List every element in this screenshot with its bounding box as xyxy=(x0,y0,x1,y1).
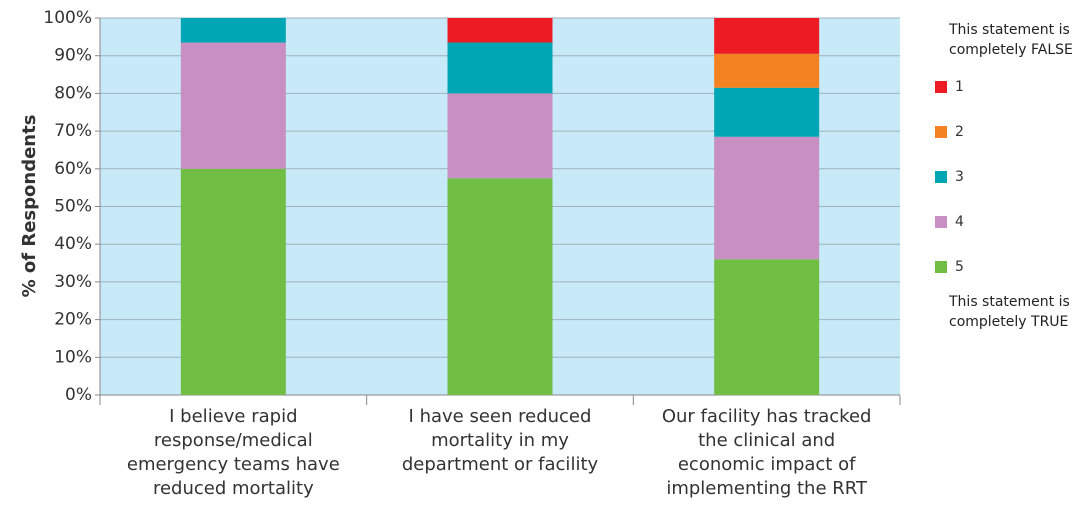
bar-segment xyxy=(714,136,820,260)
y-tick-label: 70% xyxy=(54,121,92,141)
legend-swatch xyxy=(935,216,947,228)
y-tick-label: 100% xyxy=(43,8,92,28)
bar-segment xyxy=(180,18,286,43)
legend-label: 4 xyxy=(955,214,964,230)
legend-label: 1 xyxy=(955,79,964,95)
legend-label: 5 xyxy=(955,259,964,275)
legend-swatch xyxy=(935,81,947,93)
bar-segment xyxy=(180,168,286,395)
legend-top-note: This statement is completely FALSE xyxy=(949,22,1073,58)
bar-segment xyxy=(447,178,553,395)
y-tick-label: 30% xyxy=(54,272,92,292)
y-tick-label: 90% xyxy=(54,46,92,66)
bar-segment xyxy=(714,53,820,88)
bar-segment xyxy=(447,42,553,94)
x-tick-label: Our facility has tracked the clinical an… xyxy=(661,406,872,499)
bar-segment xyxy=(447,93,553,179)
bar-segment xyxy=(714,87,820,137)
x-tick-label: I believe rapid response/medical emergen… xyxy=(126,406,340,499)
bar-segment xyxy=(180,42,286,169)
y-tick-label: 40% xyxy=(54,234,92,254)
y-tick-label: 10% xyxy=(54,347,92,367)
legend-swatch xyxy=(935,171,947,183)
legend-label: 3 xyxy=(955,169,964,185)
y-tick-label: 50% xyxy=(54,197,92,217)
y-tick-label: 0% xyxy=(65,385,92,405)
y-axis-label: % of Respondents xyxy=(19,115,40,298)
y-tick-label: 60% xyxy=(54,159,92,179)
y-tick-label: 80% xyxy=(54,83,92,103)
legend-swatch xyxy=(935,261,947,273)
bar-segment xyxy=(447,18,553,43)
bar-segment xyxy=(714,18,820,54)
legend-bottom-note: This statement is completely TRUE xyxy=(949,294,1070,330)
x-tick-label: I have seen reduced mortality in my depa… xyxy=(401,406,599,475)
y-tick-label: 20% xyxy=(54,310,92,330)
bar-segment xyxy=(714,259,820,395)
legend-label: 2 xyxy=(955,124,964,140)
legend-swatch xyxy=(935,126,947,138)
